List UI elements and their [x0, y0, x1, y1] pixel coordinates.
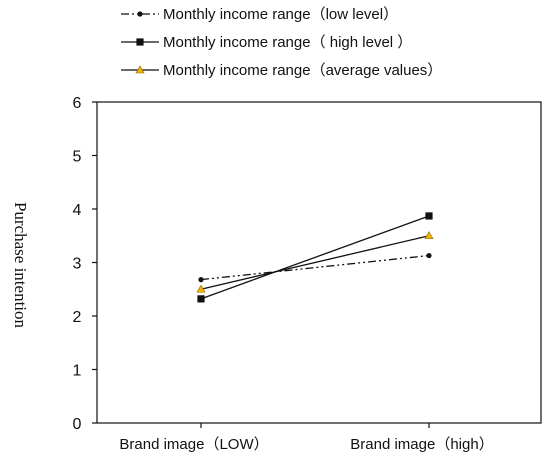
- y-tick-label: 1: [73, 363, 82, 380]
- x-category-label: Brand image（high）: [350, 436, 493, 453]
- data-point: [425, 212, 433, 220]
- legend-item-average-values: Monthly income range（average values）: [121, 62, 442, 79]
- legend-marker-average-values: [135, 65, 145, 74]
- series-line: [200, 215, 430, 300]
- x-axis: Brand image（LOW） Brand image（high）: [119, 423, 494, 453]
- data-point: [426, 252, 432, 259]
- y-tick-label: 0: [73, 416, 82, 433]
- series-line: [200, 254, 430, 281]
- x-category-label: Brand image（LOW）: [119, 436, 268, 453]
- series-1: [197, 212, 433, 303]
- y-tick-label: 4: [73, 202, 82, 219]
- plot-frame: [96, 101, 542, 424]
- series-line: [200, 235, 430, 290]
- legend-marker-high-level: [136, 38, 144, 46]
- series-0: [198, 252, 432, 283]
- legend-marker-shape: [136, 38, 144, 46]
- legend: Monthly income range（low level） Monthly …: [121, 6, 442, 79]
- y-axis: 0 1 2 3 4 5 6: [73, 95, 97, 433]
- data-point: [196, 284, 206, 293]
- series-layer: [196, 212, 434, 303]
- legend-label-high-level: Monthly income range（ high level ）: [163, 34, 412, 51]
- y-tick-label: 5: [73, 149, 82, 166]
- series-2: [196, 231, 434, 293]
- legend-item-high-level: Monthly income range（ high level ）: [121, 34, 412, 51]
- data-point: [197, 295, 205, 303]
- legend-label-average-values: Monthly income range（average values）: [163, 62, 442, 79]
- y-axis-label: Purchase intention: [11, 202, 30, 329]
- legend-item-low-level: Monthly income range（low level）: [121, 6, 398, 23]
- data-point: [424, 231, 434, 240]
- y-tick-label: 2: [73, 309, 82, 326]
- legend-label-low-level: Monthly income range（low level）: [163, 6, 398, 23]
- legend-marker-shape: [137, 11, 143, 17]
- data-point: [198, 277, 204, 283]
- y-tick-label: 6: [73, 95, 82, 112]
- legend-marker-low-level: [137, 11, 143, 17]
- legend-marker-shape: [135, 65, 145, 74]
- y-tick-label: 3: [73, 256, 82, 273]
